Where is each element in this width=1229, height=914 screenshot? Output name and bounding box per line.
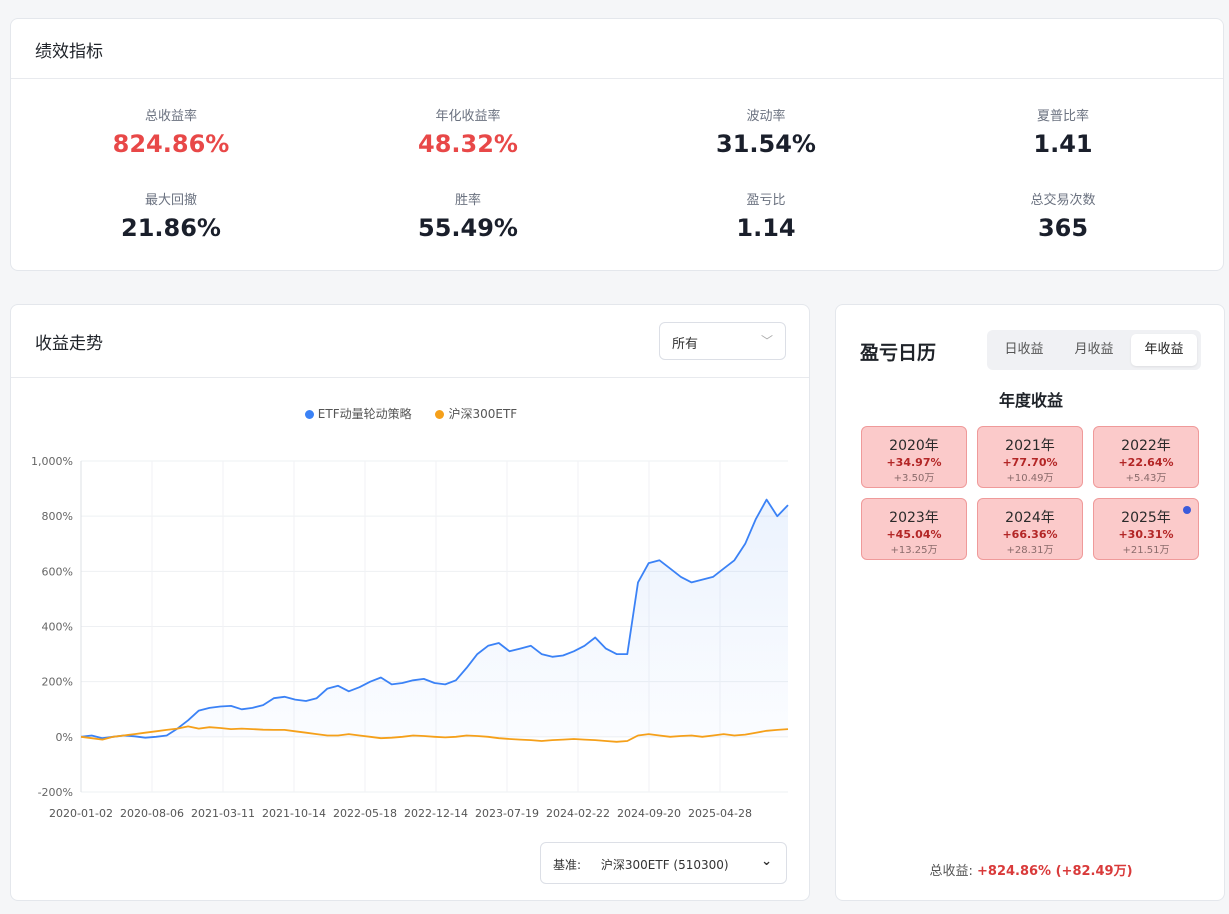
legend-label: ETF动量轮动策略 — [317, 407, 412, 421]
year-amount: +21.51万 — [1122, 545, 1170, 556]
year-cell[interactable]: 2022年 +22.64% +5.43万 — [1093, 426, 1199, 488]
metric-value: 824.86% — [112, 130, 230, 158]
metric-value: 31.54% — [716, 130, 816, 158]
year-return: +45.04% — [886, 528, 942, 541]
series-area-0 — [81, 499, 788, 739]
year-return: +22.64% — [1118, 456, 1174, 469]
calendar-title: 盈亏日历 — [860, 342, 937, 364]
x-tick-label: 2024-09-20 — [617, 807, 681, 820]
metric-label: 总交易次数 — [1030, 193, 1096, 208]
chart-legend: ETF动量轮动策略 沪深300ETF — [11, 405, 811, 422]
x-tick-label: 2024-02-22 — [546, 807, 610, 820]
legend-dot-icon — [304, 410, 314, 419]
year-amount: +28.31万 — [1006, 545, 1054, 556]
tab-monthly[interactable]: 月收益 — [1074, 342, 1114, 357]
tab-daily[interactable]: 日收益 — [1004, 342, 1044, 357]
year-return: +30.31% — [1118, 528, 1174, 541]
x-tick-label: 2021-10-14 — [262, 807, 326, 820]
year-label: 2023年 — [889, 510, 939, 526]
year-cell[interactable]: 2024年 +66.36% +28.31万 — [977, 498, 1083, 560]
legend-dot-icon — [435, 410, 445, 419]
total-label: 总收益: — [929, 864, 973, 879]
metric-value: 1.14 — [736, 214, 796, 242]
metric-trade-count: 总交易次数 365 — [913, 189, 1213, 242]
chevron-down-icon: ﹀ — [760, 334, 773, 348]
legend-item-strategy[interactable]: ETF动量轮动策略 — [304, 407, 416, 421]
metric-sharpe: 夏普比率 1.41 — [913, 105, 1213, 158]
range-select-value: 所有 — [672, 337, 699, 352]
x-tick-label: 2023-07-19 — [475, 807, 539, 820]
chevron-down-icon: ⌄ — [761, 854, 772, 869]
year-cell[interactable]: 2021年 +77.70% +10.49万 — [977, 426, 1083, 488]
metric-label: 夏普比率 — [1036, 109, 1089, 124]
x-tick-label: 2020-01-02 — [49, 807, 113, 820]
return-chart: 1,000% 800% 600% 400% 200% 0% -200% 2020-01-02 2… — [31, 455, 789, 820]
year-return: +34.97% — [886, 456, 942, 469]
trend-title: 收益走势 — [35, 334, 103, 354]
year-label: 2025年 — [1121, 510, 1171, 526]
metric-value: 21.86% — [121, 214, 221, 242]
metric-value: 48.32% — [418, 130, 518, 158]
y-tick-label: 200% — [42, 676, 73, 689]
metric-label: 波动率 — [746, 109, 786, 124]
tab-yearly[interactable]: 年收益 — [1131, 334, 1197, 366]
y-tick-label: 600% — [42, 565, 73, 578]
total-value: +824.86% (+82.49万) — [977, 864, 1133, 879]
year-label: 2020年 — [889, 438, 939, 454]
pnl-calendar-card: 盈亏日历 日收益 月收益 年收益 年度收益 2020年 +34.97% +3.5… — [835, 304, 1225, 901]
legend-label: 沪深300ETF — [448, 407, 518, 421]
calendar-subtitle: 年度收益 — [998, 391, 1063, 410]
metric-value: 1.41 — [1033, 130, 1093, 158]
performance-metrics-card: 绩效指标 总收益率 824.86% 年化收益率 48.32% 波动率 31.54… — [10, 18, 1224, 271]
benchmark-prefix: 基准: — [553, 858, 582, 872]
year-cell-current[interactable]: 2025年 +30.31% +21.51万 — [1093, 498, 1199, 560]
metric-volatility: 波动率 31.54% — [616, 105, 916, 158]
year-label: 2022年 — [1121, 438, 1171, 454]
range-select[interactable]: 所有 ﹀ — [659, 322, 786, 360]
y-tick-label: 400% — [42, 621, 73, 634]
metric-value: 55.49% — [418, 214, 518, 242]
calendar-tabs: 日收益 月收益 年收益 — [987, 330, 1201, 370]
total-return: 总收益: +824.86% (+82.49万) — [836, 860, 1226, 879]
metric-label: 年化收益率 — [435, 109, 501, 124]
trend-header: 收益走势 所有 ﹀ — [11, 305, 809, 378]
series-line-0 — [80, 498, 789, 740]
year-cell[interactable]: 2023年 +45.04% +13.25万 — [861, 498, 967, 560]
year-amount: +5.43万 — [1125, 473, 1167, 484]
x-tick-label: 2022-12-14 — [404, 807, 468, 820]
x-tick-label: 2021-03-11 — [191, 807, 255, 820]
x-tick-label: 2025-04-28 — [688, 807, 752, 820]
current-year-dot-icon — [1183, 506, 1191, 514]
year-label: 2024年 — [1005, 510, 1055, 526]
year-return: +66.36% — [1002, 528, 1058, 541]
metric-value: 365 — [1037, 214, 1089, 242]
metric-total-return: 总收益率 824.86% — [21, 105, 321, 158]
year-label: 2021年 — [1005, 438, 1055, 454]
y-tick-label: 0% — [56, 731, 73, 744]
benchmark-value: 沪深300ETF (510300) — [600, 858, 729, 872]
legend-item-benchmark[interactable]: 沪深300ETF — [435, 407, 517, 421]
return-trend-card: 1,000% 800% 600% 400% 200% 0% -200% 2020-01-02 2… — [10, 304, 810, 901]
y-tick-label: 800% — [42, 510, 73, 523]
year-cell[interactable]: 2020年 +34.97% +3.50万 — [861, 426, 967, 488]
year-return: +77.70% — [1002, 456, 1058, 469]
year-amount: +10.49万 — [1006, 473, 1054, 484]
y-tick-label: -200% — [38, 786, 73, 799]
benchmark-select[interactable]: 基准: 沪深300ETF (510300) ⌄ — [540, 842, 787, 884]
metric-profit-loss-ratio: 盈亏比 1.14 — [616, 189, 916, 242]
metric-max-drawdown: 最大回撤 21.86% — [21, 189, 321, 242]
metric-label: 总收益率 — [144, 109, 197, 124]
metrics-title: 绩效指标 — [11, 19, 1223, 79]
metric-win-rate: 胜率 55.49% — [318, 189, 618, 242]
x-tick-label: 2022-05-18 — [333, 807, 397, 820]
year-amount: +13.25万 — [890, 545, 938, 556]
metric-annual-return: 年化收益率 48.32% — [318, 105, 618, 158]
y-tick-label: 1,000% — [31, 455, 73, 468]
x-tick-label: 2020-08-06 — [120, 807, 184, 820]
year-amount: +3.50万 — [893, 473, 935, 484]
metric-label: 盈亏比 — [746, 193, 786, 208]
metric-label: 最大回撤 — [144, 193, 197, 208]
metric-label: 胜率 — [454, 193, 481, 208]
series-line-1 — [80, 725, 789, 743]
